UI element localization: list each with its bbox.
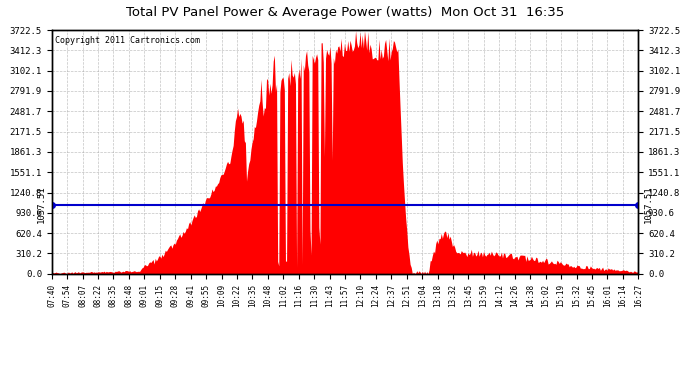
Text: 1057.51: 1057.51 — [644, 186, 653, 224]
Text: Copyright 2011 Cartronics.com: Copyright 2011 Cartronics.com — [55, 36, 199, 45]
Text: Total PV Panel Power & Average Power (watts)  Mon Oct 31  16:35: Total PV Panel Power & Average Power (wa… — [126, 6, 564, 19]
Text: 1057.51: 1057.51 — [37, 186, 46, 224]
